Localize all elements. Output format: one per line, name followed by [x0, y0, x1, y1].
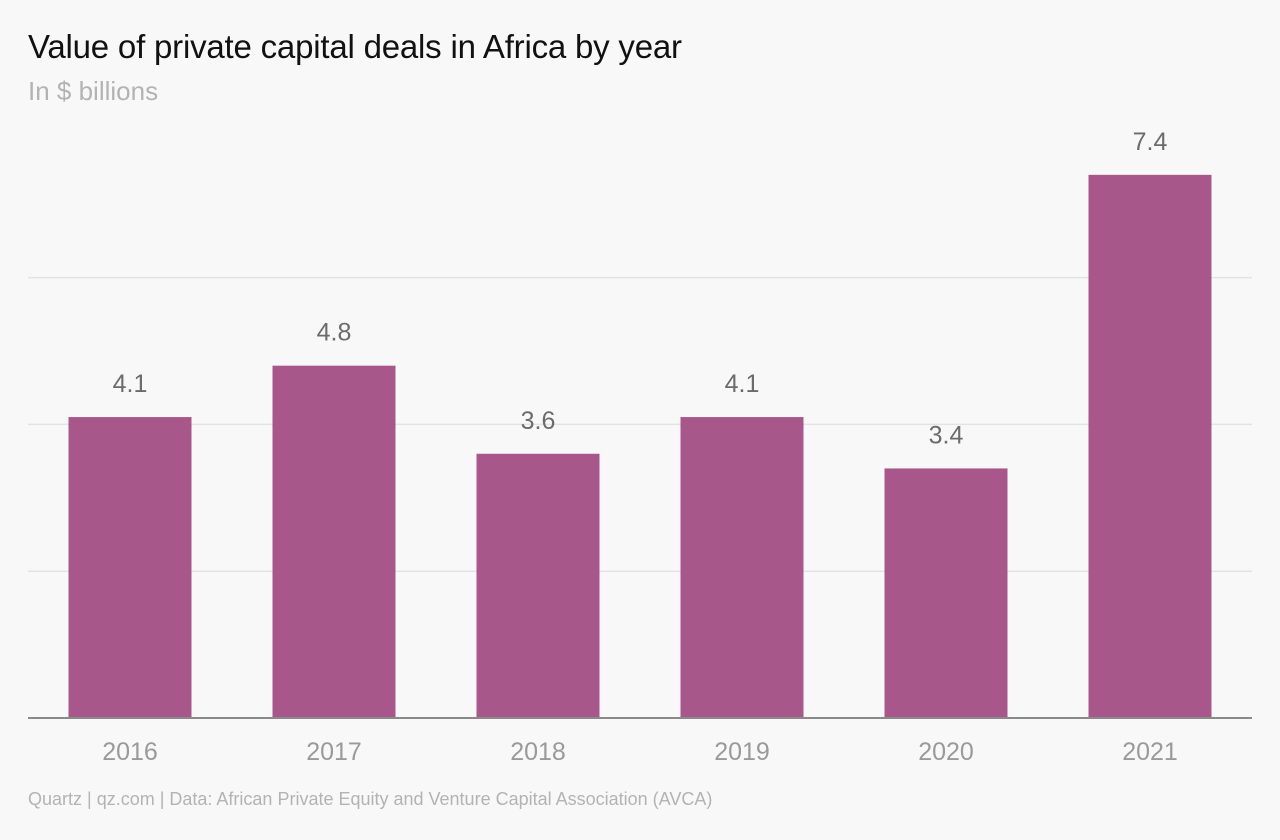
bar-2019	[680, 417, 804, 718]
value-label-2016: 4.1	[113, 370, 148, 398]
x-tick-label-2016: 2016	[102, 738, 158, 766]
bar-2020	[884, 468, 1008, 718]
bar-2018	[476, 453, 600, 718]
bar-2021	[1088, 174, 1212, 719]
value-label-2021: 7.4	[1133, 128, 1168, 156]
bars	[68, 174, 1212, 719]
value-labels: 4.1 4.8 3.6 4.1 3.4 7.4	[113, 128, 1168, 450]
value-label-2020: 3.4	[929, 421, 964, 449]
chart-subtitle: In $ billions	[28, 76, 159, 106]
chart-title: Value of private capital deals in Africa…	[28, 28, 682, 65]
x-tick-label-2021: 2021	[1122, 738, 1178, 766]
bar-2017	[272, 365, 396, 718]
bar-2016	[68, 417, 192, 718]
gridlines	[28, 276, 1252, 572]
x-tick-label-2018: 2018	[510, 738, 566, 766]
value-label-2017: 4.8	[317, 319, 352, 347]
x-tick-labels: 2016 2017 2018 2019 2020 2021	[102, 738, 1178, 766]
value-label-2018: 3.6	[521, 407, 556, 435]
x-tick-label-2019: 2019	[714, 738, 770, 766]
x-tick-label-2017: 2017	[306, 738, 362, 766]
source-note: Quartz | qz.com | Data: African Private …	[28, 789, 713, 809]
x-tick-label-2020: 2020	[918, 738, 974, 766]
value-label-2019: 4.1	[725, 370, 760, 398]
